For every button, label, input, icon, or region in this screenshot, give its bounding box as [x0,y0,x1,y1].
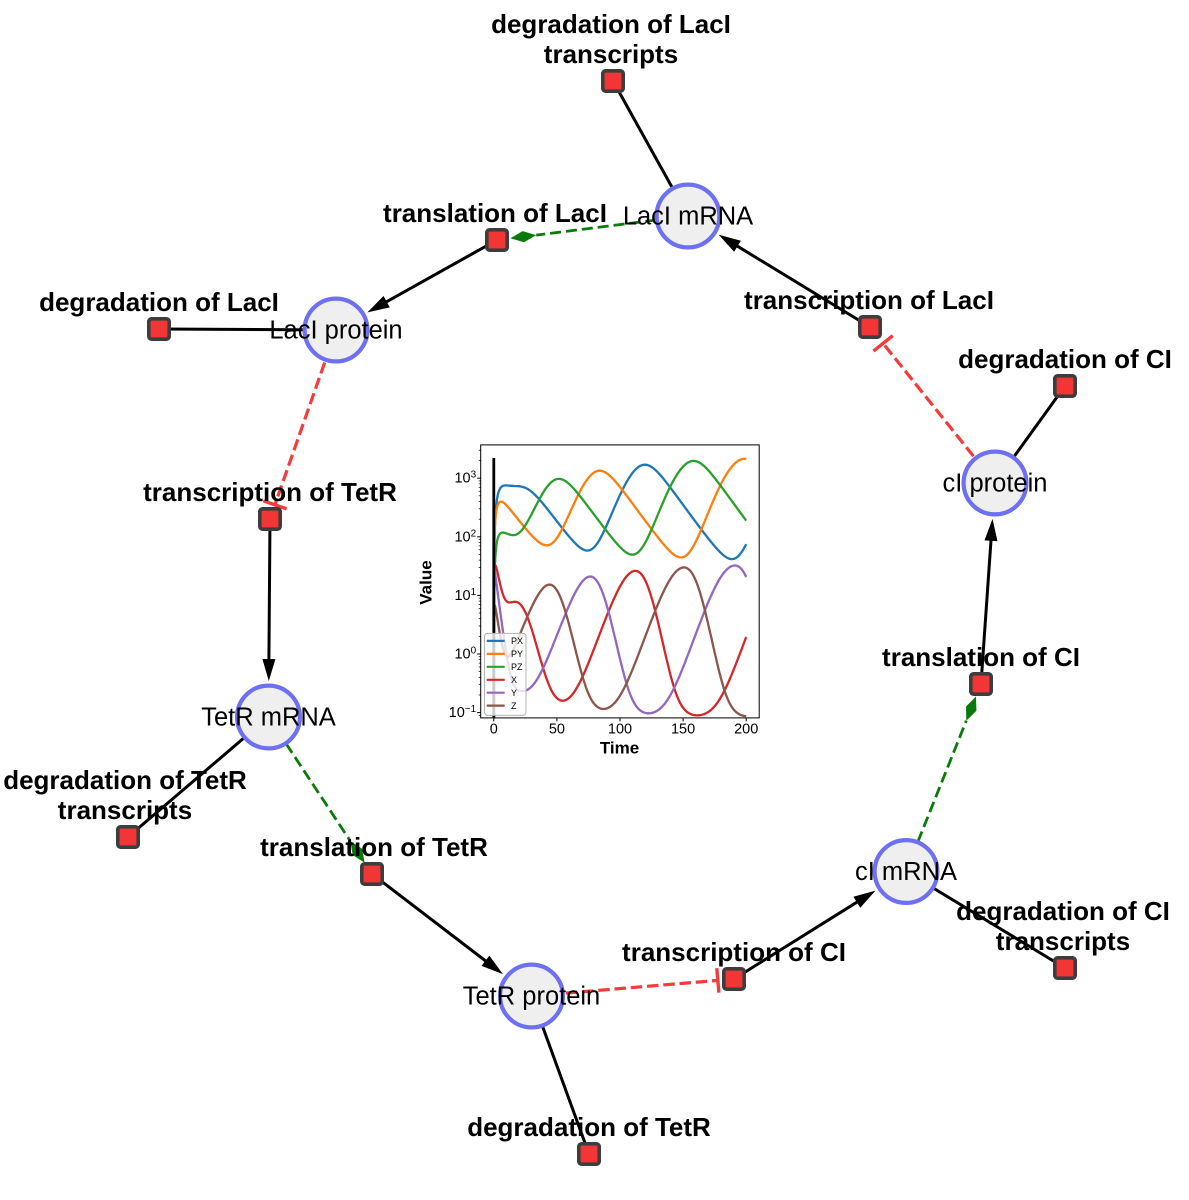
svg-text:LacI protein: LacI protein [269,317,402,345]
svg-text:transcription of TetR: transcription of TetR [143,477,397,507]
svg-text:transcription of CI: transcription of CI [622,937,846,967]
svg-text:X: X [511,675,517,685]
svg-text:degradation of TetR: degradation of TetR [3,765,247,795]
svg-text:Time: Time [600,739,639,758]
svg-text:cI mRNA: cI mRNA [855,858,957,886]
svg-text:translation of TetR: translation of TetR [260,832,488,862]
svg-text:degradation of LacI: degradation of LacI [39,287,279,317]
svg-text:100: 100 [608,721,632,737]
svg-text:LacI mRNA: LacI mRNA [623,203,753,231]
svg-text:Y: Y [511,688,517,698]
svg-text:TetR protein: TetR protein [463,983,601,1011]
svg-text:degradation of CI: degradation of CI [956,896,1170,926]
svg-text:transcripts: transcripts [58,795,192,825]
svg-text:translation of CI: translation of CI [882,642,1080,672]
svg-text:PX: PX [511,636,523,646]
svg-text:PZ: PZ [511,662,523,672]
svg-text:200: 200 [734,721,758,737]
svg-text:TetR mRNA: TetR mRNA [201,704,336,732]
svg-text:cI protein: cI protein [943,470,1048,498]
svg-text:translation of LacI: translation of LacI [383,198,607,228]
svg-text:150: 150 [671,721,695,737]
svg-text:0: 0 [490,721,498,737]
svg-text:degradation of CI: degradation of CI [958,344,1172,374]
svg-text:transcripts: transcripts [544,39,678,69]
svg-text:degradation of LacI: degradation of LacI [491,9,731,39]
svg-text:transcripts: transcripts [996,926,1130,956]
svg-text:Z: Z [511,701,517,711]
svg-text:Value: Value [417,560,436,604]
svg-text:degradation of TetR: degradation of TetR [467,1112,711,1142]
svg-text:50: 50 [549,721,565,737]
svg-text:transcription of LacI: transcription of LacI [744,285,994,315]
svg-text:PY: PY [511,649,523,659]
